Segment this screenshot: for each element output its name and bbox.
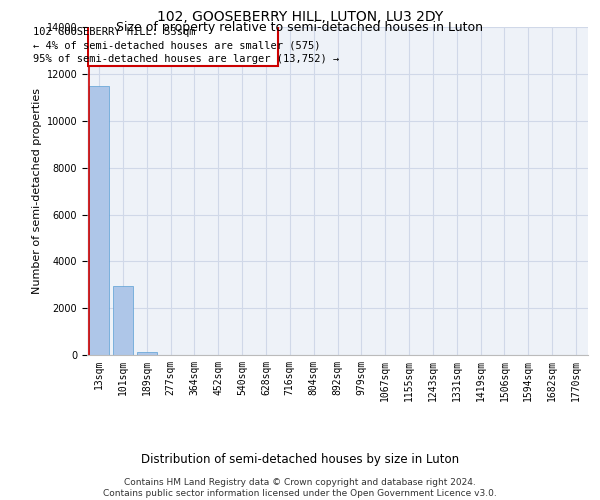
Y-axis label: Number of semi-detached properties: Number of semi-detached properties: [32, 88, 43, 294]
Text: 102 GOOSEBERRY HILL: 53sqm
← 4% of semi-detached houses are smaller (575)
95% of: 102 GOOSEBERRY HILL: 53sqm ← 4% of semi-…: [34, 28, 340, 64]
Text: 102, GOOSEBERRY HILL, LUTON, LU3 2DY: 102, GOOSEBERRY HILL, LUTON, LU3 2DY: [157, 10, 443, 24]
FancyBboxPatch shape: [88, 25, 278, 66]
Bar: [113, 286, 133, 355]
Text: Size of property relative to semi-detached houses in Luton: Size of property relative to semi-detach…: [116, 21, 484, 34]
Text: Distribution of semi-detached houses by size in Luton: Distribution of semi-detached houses by …: [141, 453, 459, 466]
Bar: [89, 86, 109, 355]
Bar: [137, 352, 157, 355]
Text: Contains HM Land Registry data © Crown copyright and database right 2024.
Contai: Contains HM Land Registry data © Crown c…: [103, 478, 497, 498]
